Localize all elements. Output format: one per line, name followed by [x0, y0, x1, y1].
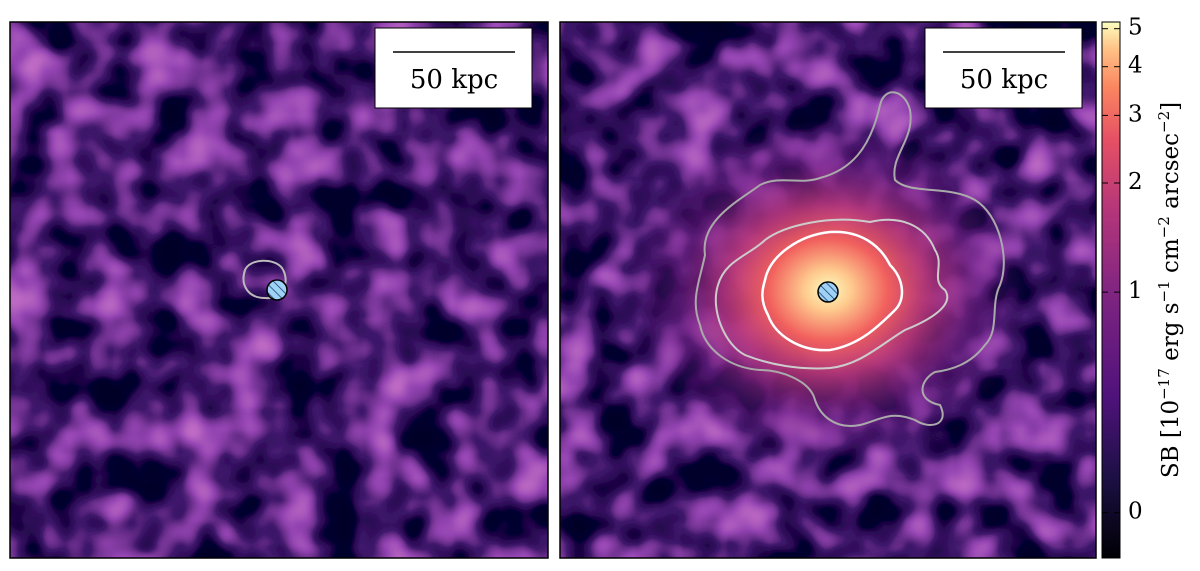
label-part: −2: [1155, 216, 1173, 238]
colorbar-tick-label: 0: [1128, 499, 1143, 525]
contour: [761, 230, 904, 352]
source-marker: [817, 281, 839, 303]
colorbar-tick-label: 2: [1128, 169, 1143, 195]
colorbar-tick-label: 5: [1128, 15, 1143, 41]
scale-box: [924, 27, 1083, 109]
label-part: cm: [1158, 238, 1184, 280]
label-part: ]: [1158, 102, 1184, 111]
colorbar-tick-label: 4: [1128, 53, 1143, 79]
left-panel: [10, 22, 548, 558]
label-part: SB [10: [1158, 400, 1184, 478]
colorbar-tick-label: 1: [1128, 278, 1143, 304]
scale-box: [374, 27, 533, 109]
contour: [694, 91, 1005, 427]
panel-frame: [559, 21, 1097, 559]
label-part: −2: [1155, 111, 1173, 133]
label-part: −17: [1155, 368, 1173, 400]
colorbar-tick-label: 3: [1128, 101, 1143, 127]
scale-label: 50 kpc: [410, 65, 498, 95]
label-part: −1: [1155, 280, 1173, 302]
colorbar-label: SB [10−17 erg s−1 cm−2 arcsec−2]: [1155, 102, 1184, 478]
scale-label: 50 kpc: [960, 65, 1048, 95]
label-part: arcsec: [1158, 133, 1184, 216]
colorbar: [1101, 21, 1121, 559]
right-panel: [560, 22, 1096, 558]
contour: [714, 218, 949, 370]
panel-frame: [9, 21, 549, 559]
source-marker: [266, 279, 288, 301]
label-part: erg s: [1158, 302, 1184, 368]
